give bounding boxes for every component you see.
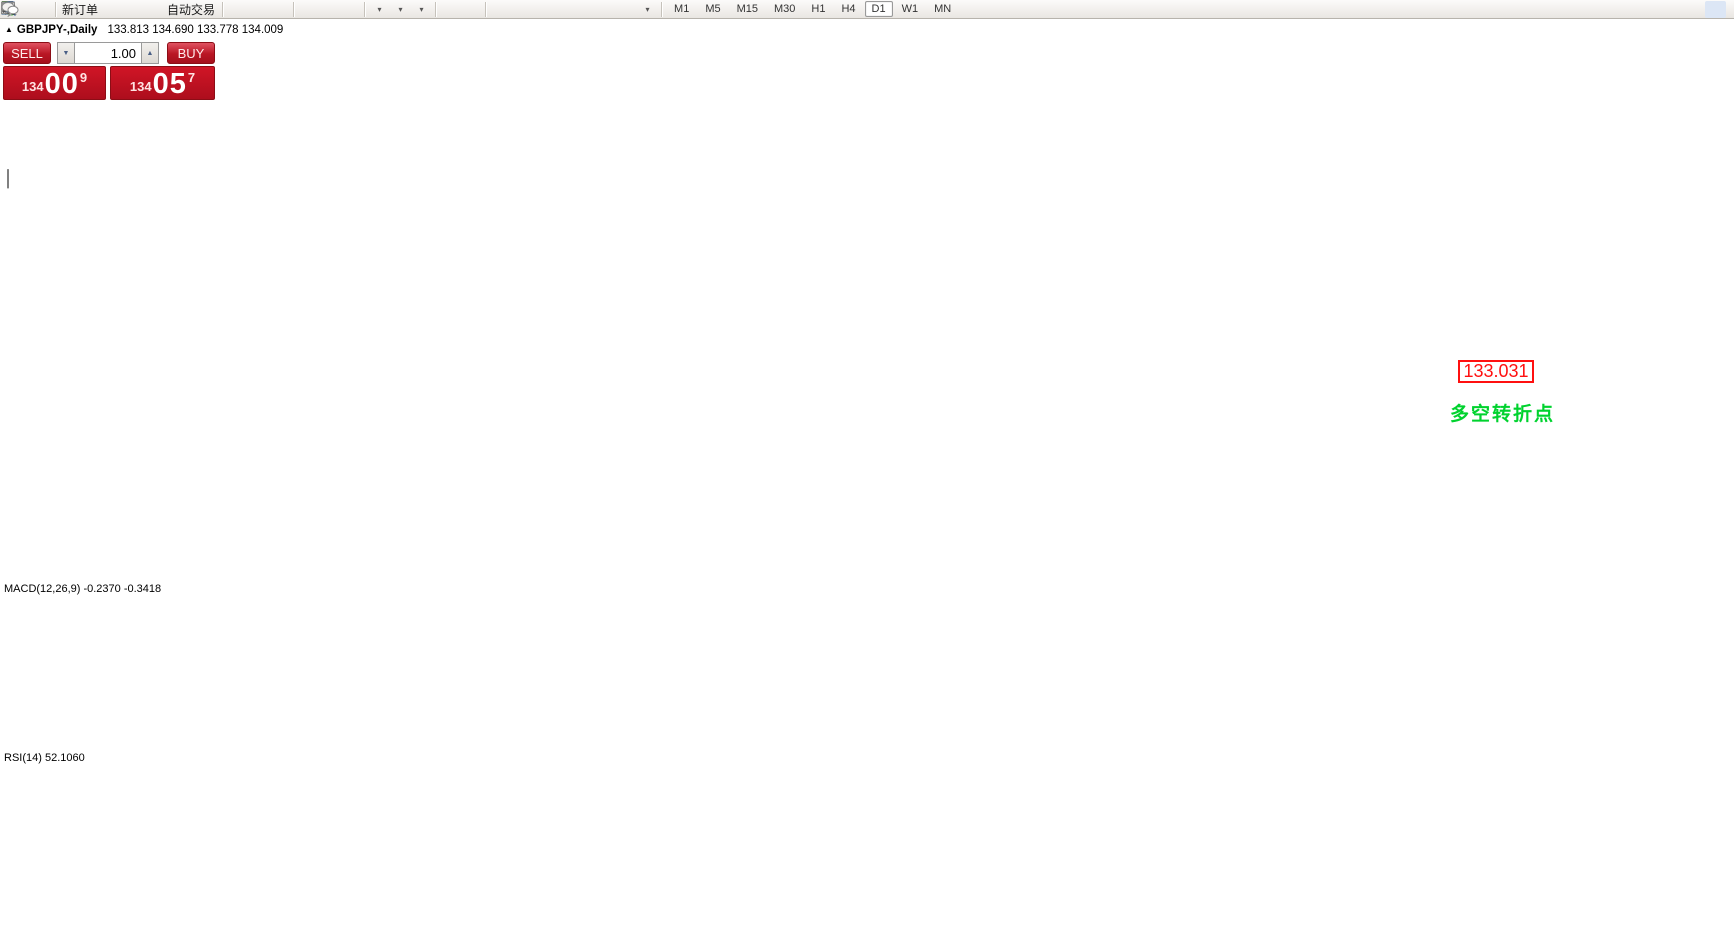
buy-price-prefix: 134 [129, 79, 152, 94]
sell-price-panel[interactable]: 134 00 9 [3, 66, 106, 100]
vertical-line-icon[interactable] [6, 1, 511, 18]
templates-button[interactable]: ▾ [1, 1, 432, 18]
buy-price-sup: 7 [187, 70, 196, 85]
search-icon[interactable] [2, 1, 1705, 18]
crosshair-icon[interactable] [2, 1, 482, 18]
sell-price-prefix: 134 [21, 79, 44, 94]
timeframe-w1[interactable]: W1 [901, 3, 919, 15]
zoom-out-icon[interactable] [1, 1, 340, 18]
equidistant-channel-icon[interactable]: E [1, 1, 574, 18]
sell-price-sup: 9 [79, 70, 88, 85]
sell-button[interactable]: SELL [3, 42, 51, 64]
timeframe-m5[interactable]: M5 [705, 3, 721, 15]
deposit-icon[interactable] [2, 1, 123, 18]
timeframe-m30[interactable]: M30 [774, 3, 796, 15]
arrows-icon[interactable]: ▾ [1, 1, 658, 18]
tile-windows-icon[interactable] [1, 1, 361, 18]
bar-chart-icon[interactable] [2, 1, 248, 18]
header-ohlc: 133.813 134.690 133.778 134.009 [107, 24, 284, 36]
rsi-label: RSI(14) 52.1060 [4, 752, 85, 764]
volume-increase-button[interactable]: ▲ [141, 42, 159, 64]
indicators-button[interactable]: ▾ [1, 1, 390, 18]
autotrading-label: 自动交易 [167, 2, 216, 17]
macd-label: MACD(12,26,9) -0.2370 -0.3418 [4, 583, 162, 595]
chart-header: ▲ GBPJPY-,Daily 133.813 134.690 133.778 13… [5, 24, 283, 36]
signals-icon[interactable] [2, 1, 165, 18]
timeframe-h1[interactable]: H1 [811, 3, 826, 15]
new-order-button[interactable]: 新订单 [2, 1, 102, 18]
chat-icon[interactable] [1, 0, 1726, 18]
one-click-collapse-icon[interactable]: ▲ [5, 25, 13, 34]
text-label-icon[interactable]: T [1, 1, 637, 18]
volume-decrease-button[interactable]: ▼ [57, 42, 75, 64]
zoom-in-icon[interactable] [1, 1, 319, 18]
one-click-trading-widget: SELL ▼ 1.00 ▲ BUY 134 00 9 134 05 7 [3, 42, 215, 100]
timeframe-m1[interactable]: M1 [674, 3, 690, 15]
symbol-title: GBPJPY-,Daily [16, 24, 98, 36]
support-price-box[interactable]: 133.031 [1458, 360, 1534, 383]
sell-price-big: 00 [44, 68, 79, 100]
new-order-label: 新订单 [62, 2, 99, 17]
mql-community-icon[interactable] [2, 1, 144, 18]
timeframe-d1[interactable]: D1 [864, 1, 893, 17]
cursor-icon[interactable] [5, 1, 461, 18]
buy-button[interactable]: BUY [167, 42, 215, 64]
fibonacci-icon[interactable]: F [2, 1, 595, 18]
timeframe-m15[interactable]: M15 [736, 3, 758, 15]
text-icon[interactable]: A [3, 1, 616, 18]
horizontal-line-icon[interactable] [2, 1, 532, 18]
buy-price-panel[interactable]: 134 05 7 [110, 66, 215, 100]
timeframe-group: M1 M5 M15 M30 H1 H4 D1 W1 MN [666, 1, 959, 17]
periods-button[interactable]: ▾ [2, 1, 411, 18]
trendline-icon[interactable] [2, 1, 553, 18]
timeframe-h4[interactable]: H4 [841, 3, 856, 15]
line-chart-icon[interactable] [1, 1, 290, 18]
chart-profile-icon[interactable] [1, 1, 52, 18]
turning-point-label[interactable]: 多空转折点 [1450, 404, 1556, 425]
timeframe-mn[interactable]: MN [934, 3, 952, 15]
candlestick-chart-icon[interactable] [3, 1, 269, 18]
volume-input[interactable]: 1.00 [75, 42, 141, 64]
buy-price-big: 05 [152, 68, 187, 100]
autotrading-button[interactable]: 自动交易 [2, 1, 219, 18]
